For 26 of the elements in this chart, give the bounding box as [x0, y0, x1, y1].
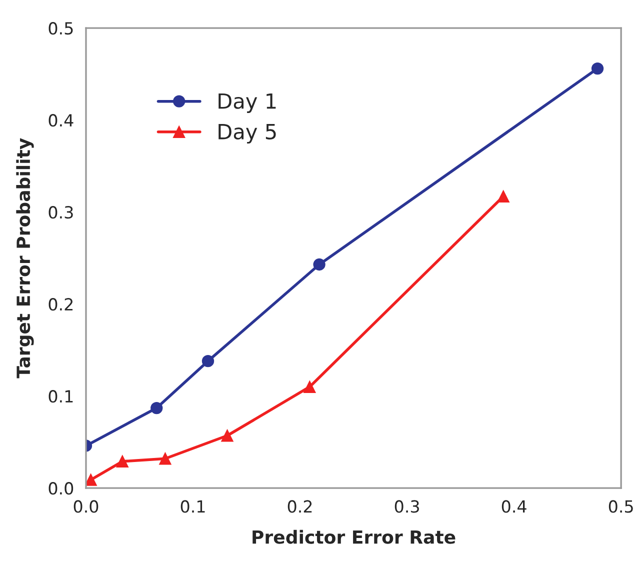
point — [86, 474, 97, 486]
y-tick-label: 0.0 — [48, 482, 74, 495]
y-tick-label: 0.5 — [48, 22, 73, 35]
x-tick-label: 0.2 — [288, 500, 312, 513]
point — [159, 452, 172, 465]
point — [591, 62, 604, 75]
y-tick-label: 0.3 — [48, 206, 73, 219]
point — [304, 380, 316, 393]
x-axis-title: Predictor Error Rate — [252, 530, 456, 544]
y-tick-label: 0.4 — [48, 114, 74, 127]
x-tick-label: 0.3 — [394, 500, 419, 513]
point — [313, 258, 326, 271]
y-axis-title: Target Error Probability — [16, 138, 34, 378]
x-tick-label: 0.4 — [502, 500, 526, 513]
y-tick-label: 0.2 — [48, 298, 73, 311]
y-tick-label: 0.1 — [48, 390, 73, 403]
legend-label: Day 5 — [218, 124, 276, 144]
x-tick-label: 0.1 — [180, 500, 205, 513]
point — [202, 355, 214, 368]
point — [221, 430, 234, 442]
x-tick-label: 0.0 — [74, 500, 98, 513]
x-tick-label: 0.5 — [608, 500, 633, 513]
legend-label: Day 1 — [218, 93, 276, 113]
point — [150, 402, 163, 414]
point — [497, 190, 510, 202]
point — [116, 455, 128, 468]
